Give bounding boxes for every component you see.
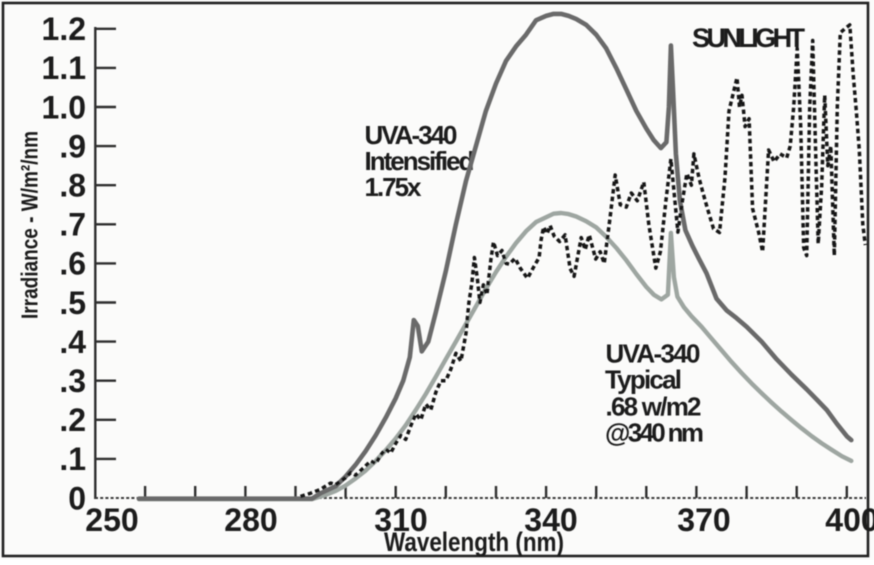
- svg-text:Intensified: Intensified: [365, 146, 475, 176]
- svg-text:.6: .6: [59, 246, 86, 282]
- svg-text:.3: .3: [59, 363, 86, 399]
- svg-text:@340 nm: @340 nm: [605, 418, 704, 448]
- svg-text:310: 310: [374, 502, 427, 538]
- svg-text:UVA-340: UVA-340: [365, 120, 458, 150]
- svg-text:.1: .1: [59, 441, 86, 477]
- svg-text:280: 280: [224, 502, 277, 538]
- svg-text:.7: .7: [59, 207, 86, 243]
- svg-text:.68 w/m2: .68 w/m2: [606, 392, 702, 422]
- svg-text:.9: .9: [59, 128, 86, 164]
- svg-text:250: 250: [85, 502, 138, 538]
- svg-text:.4: .4: [59, 324, 86, 360]
- svg-text:1.75x: 1.75x: [365, 172, 423, 202]
- svg-text:1.1: 1.1: [42, 50, 86, 86]
- svg-text:1.2: 1.2: [42, 11, 86, 47]
- svg-text:.2: .2: [59, 402, 86, 438]
- svg-text:400: 400: [825, 502, 874, 538]
- svg-text:340: 340: [524, 502, 577, 538]
- svg-text:Wavelength (nm): Wavelength (nm): [384, 527, 564, 557]
- svg-text:.5: .5: [59, 285, 86, 321]
- svg-text:UVA-340: UVA-340: [606, 339, 701, 369]
- svg-text:SUNLIGHT: SUNLIGHT: [692, 23, 806, 53]
- svg-text:1.0: 1.0: [42, 89, 86, 125]
- svg-text:Typical: Typical: [605, 365, 682, 395]
- svg-text:Irradiance - W/m²/nm: Irradiance - W/m²/nm: [17, 131, 43, 319]
- svg-text:0: 0: [68, 480, 86, 516]
- svg-text:370: 370: [677, 502, 730, 538]
- svg-text:.8: .8: [59, 168, 86, 204]
